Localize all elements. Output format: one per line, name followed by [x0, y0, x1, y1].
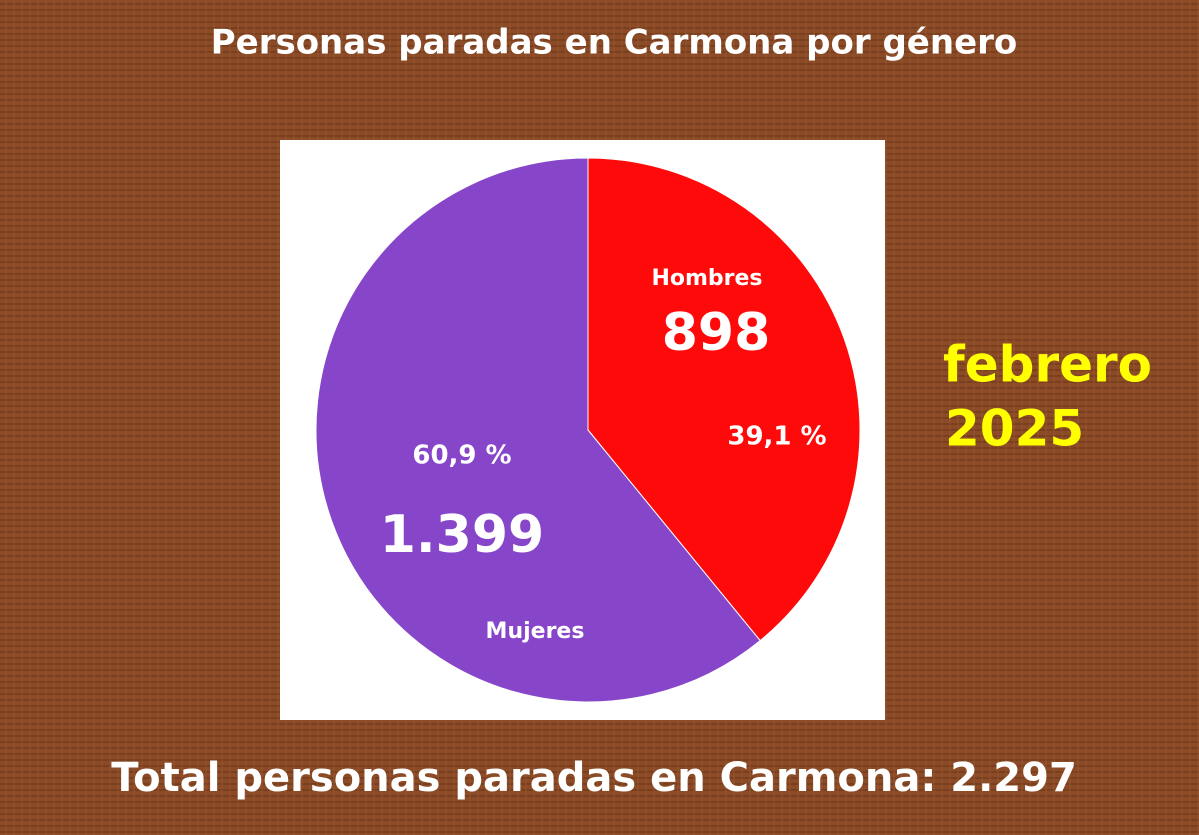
value-label: 1.399 — [380, 505, 544, 565]
pie-slice — [587, 157, 861, 642]
percent-label: 60,9 % — [412, 441, 511, 471]
percent-label: 39,1 % — [727, 422, 826, 452]
chart-title: Personas paradas en Carmona por género — [211, 23, 1018, 63]
value-label: 898 — [662, 303, 771, 363]
annotation: 2025 — [945, 400, 1084, 458]
pie-slice — [315, 157, 761, 703]
footer: Total personas paradas en Carmona: 2.297 — [111, 755, 1077, 801]
annotation: febrero — [943, 336, 1152, 394]
slice-label: Mujeres — [486, 619, 585, 644]
slice-label: Hombres — [651, 266, 762, 291]
